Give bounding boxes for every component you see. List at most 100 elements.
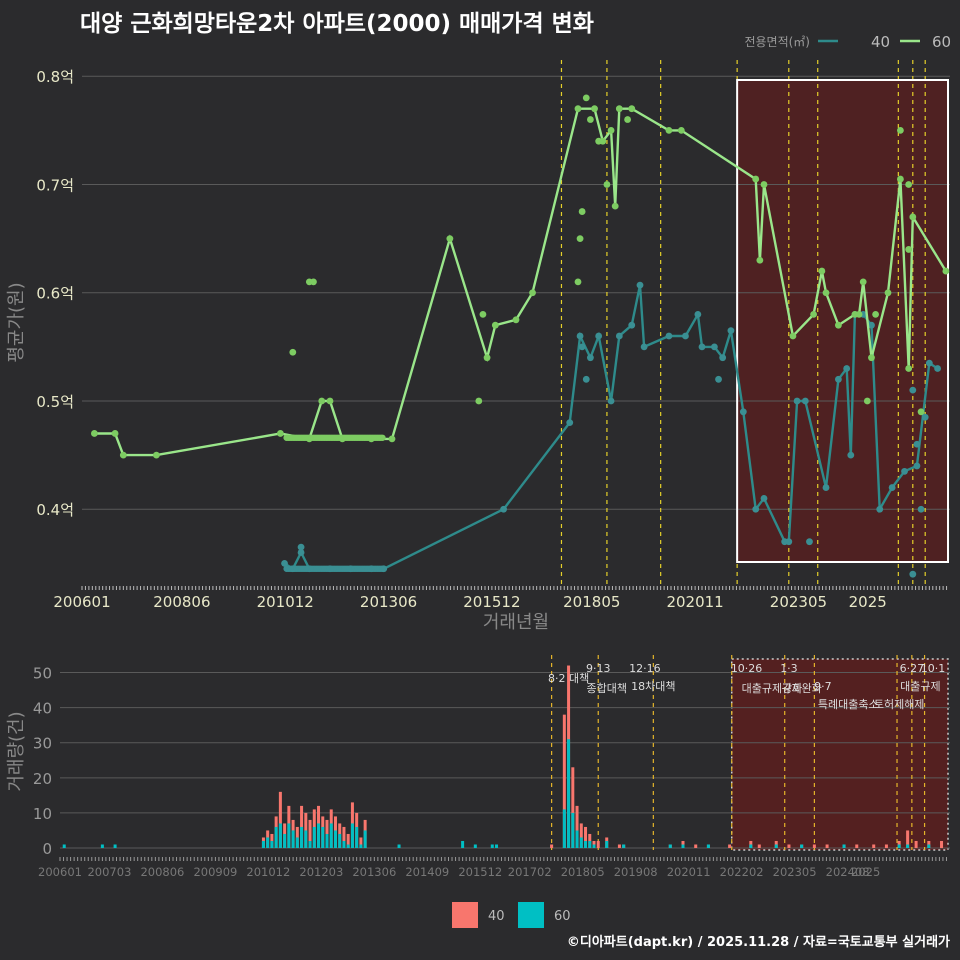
volume-bar-60 — [333, 830, 337, 848]
data-point-40 — [698, 343, 706, 351]
data-point-60 — [665, 126, 673, 134]
data-point-40 — [578, 343, 586, 351]
x-tick-label-volume: 201409 — [405, 865, 449, 879]
data-point-40 — [822, 484, 830, 491]
volume-bar-60 — [312, 826, 316, 848]
volume-bar-40 — [884, 844, 888, 848]
data-point-60 — [752, 175, 760, 183]
x-tick-label-volume: 202305 — [773, 865, 817, 879]
data-point-40 — [587, 354, 594, 362]
x-tick-label: 201512 — [463, 593, 520, 611]
x-tick-label-volume: 201306 — [352, 865, 396, 879]
data-point-60 — [917, 408, 925, 416]
volume-bar-60 — [461, 840, 465, 848]
data-point-40 — [739, 408, 747, 416]
y-tick-label: 0.7억 — [36, 176, 74, 194]
volume-bar-40 — [728, 844, 732, 848]
data-point-40 — [665, 332, 673, 340]
data-point-40 — [576, 332, 584, 340]
data-point-40 — [806, 538, 813, 546]
data-point-60 — [379, 434, 386, 441]
data-point-60 — [607, 126, 615, 134]
x-tick-label: 201805 — [563, 593, 620, 611]
data-point-40 — [694, 310, 702, 318]
data-point-40 — [925, 359, 933, 367]
data-point-40 — [913, 440, 921, 448]
data-point-40 — [868, 321, 875, 329]
x-tick-label-volume: 202408 — [826, 865, 870, 879]
volume-bar-60 — [62, 844, 66, 848]
policy-annotation: 1·3 — [780, 662, 798, 675]
data-point-60 — [388, 435, 396, 443]
data-point-40 — [636, 281, 644, 289]
data-point-60 — [574, 278, 582, 286]
volume-bar-60 — [906, 844, 910, 848]
policy-annotation: 6·27 — [900, 662, 925, 675]
volume-bar-60 — [495, 844, 499, 848]
policy-annotation: 18차대책 — [631, 680, 675, 693]
volume-bar-60 — [842, 844, 846, 848]
volume-bar-60 — [342, 840, 346, 848]
legend-label-40: 40 — [871, 33, 890, 51]
highlight-region — [737, 80, 948, 562]
data-point-60 — [310, 278, 317, 286]
x-tick-label-volume: 201012 — [246, 865, 290, 879]
data-point-40 — [727, 327, 735, 335]
data-point-40 — [909, 570, 917, 578]
volume-bar-40 — [562, 714, 566, 848]
data-point-60 — [789, 332, 797, 340]
x-tick-label-volume: 200909 — [193, 865, 237, 879]
data-point-40 — [934, 365, 941, 372]
volume-bar-60 — [588, 840, 592, 848]
data-point-40 — [281, 559, 288, 567]
volume-bar-40 — [812, 844, 816, 848]
volume-bar-40 — [278, 791, 282, 848]
volume-bar-60 — [562, 809, 566, 848]
volume-bar-40 — [346, 833, 350, 848]
policy-annotation: 대출규제강화 — [742, 682, 803, 695]
legend-label-vol-60: 60 — [554, 909, 571, 924]
volume-bar-60 — [571, 812, 575, 848]
volume-bar-60 — [287, 823, 291, 848]
x-tick-label: 201306 — [360, 593, 417, 611]
policy-annotation: 대출규제 — [900, 680, 940, 693]
volume-bar-40 — [571, 767, 575, 848]
volume-bar-60 — [346, 844, 350, 848]
x-tick-label-volume: 200806 — [140, 865, 184, 879]
volume-bar-40 — [940, 840, 944, 848]
data-point-60 — [512, 316, 520, 324]
data-point-60 — [318, 397, 326, 405]
data-point-60 — [289, 348, 297, 356]
data-point-60 — [446, 235, 454, 243]
volume-bar-60 — [681, 844, 685, 848]
data-point-60 — [277, 430, 284, 437]
volume-bar-60 — [278, 823, 282, 848]
data-point-40 — [297, 549, 305, 556]
volume-bar-60 — [622, 844, 626, 848]
volume-bar-40 — [596, 840, 600, 848]
volume-bar-60 — [304, 830, 308, 848]
y-tick-label-volume: 40 — [33, 700, 52, 718]
x-tick-label-volume: 201203 — [299, 865, 343, 879]
data-point-40 — [640, 343, 648, 351]
x-tick-label-volume: 201702 — [508, 865, 552, 879]
data-point-60 — [855, 310, 863, 318]
data-point-60 — [810, 310, 817, 318]
volume-bar-40 — [872, 844, 876, 848]
data-point-40 — [297, 543, 305, 551]
data-point-60 — [884, 289, 892, 297]
source-footer: ©디아파트(dapt.kr) / 2025.11.28 / 자료=국토교통부 실… — [566, 935, 950, 950]
x-tick-label-volume: 200703 — [87, 865, 131, 879]
volume-bar-40 — [825, 844, 829, 848]
volume-bar-40 — [342, 826, 346, 848]
data-point-40 — [801, 397, 809, 405]
x-tick-label: 200806 — [153, 593, 210, 611]
volume-bar-60 — [266, 837, 270, 848]
x-tick-label-volume: 2025 — [851, 865, 880, 879]
policy-annotation: 9·7 — [814, 680, 832, 693]
data-point-60 — [905, 365, 913, 372]
data-point-40 — [595, 332, 603, 340]
data-point-60 — [628, 105, 636, 113]
highlight-frame-volume — [730, 658, 949, 851]
